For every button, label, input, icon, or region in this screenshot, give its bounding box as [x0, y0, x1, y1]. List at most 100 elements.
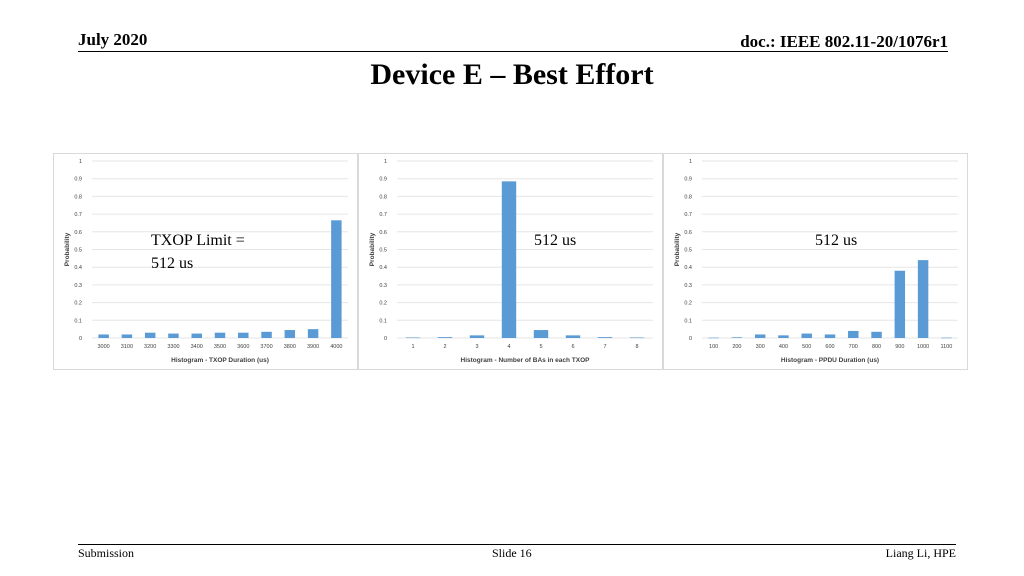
bar — [917, 260, 929, 338]
y-tick-label: 0.7 — [74, 212, 82, 218]
x-tick-label: 3000 — [98, 344, 110, 350]
bar — [731, 337, 743, 338]
y-tick-label: 0.3 — [684, 283, 692, 289]
y-tick-label: 0.3 — [379, 283, 387, 289]
x-tick-label: 1 — [411, 344, 414, 350]
x-tick-label: 400 — [779, 344, 788, 350]
y-tick-label: 0.2 — [74, 301, 82, 307]
bar — [754, 334, 766, 338]
bar — [533, 330, 549, 338]
y-tick-label: 0.5 — [74, 248, 82, 254]
header-date: July 2020 — [78, 30, 148, 49]
chart-annotation: TXOP Limit = 512 us — [151, 232, 245, 272]
x-tick-label: 4 — [507, 344, 510, 350]
y-axis-label: Probability — [64, 232, 71, 266]
y-tick-label: 0.3 — [74, 283, 82, 289]
y-axis-label: Probability — [674, 232, 681, 266]
y-tick-label: 0.7 — [379, 212, 387, 218]
y-tick-label: 0 — [79, 336, 82, 342]
footer-submission: Submission — [78, 546, 135, 560]
y-tick-label: 0.9 — [684, 177, 692, 183]
y-tick-label: 0.1 — [74, 318, 82, 324]
y-tick-label: 0.9 — [74, 177, 82, 183]
x-tick-label: 300 — [756, 344, 765, 350]
y-tick-label: 0.2 — [684, 301, 692, 307]
x-tick-label: 900 — [895, 344, 904, 350]
x-tick-label: 2 — [443, 344, 446, 350]
bar — [405, 337, 421, 339]
x-tick-label: 1000 — [917, 344, 929, 350]
bar — [437, 337, 453, 338]
x-tick-label: 3800 — [284, 344, 296, 350]
bar — [597, 337, 613, 338]
bar — [121, 334, 133, 338]
bar — [801, 333, 812, 338]
y-tick-label: 0.4 — [379, 265, 387, 271]
bar — [708, 337, 719, 339]
y-tick-label: 0.8 — [74, 194, 82, 200]
x-tick-label: 200 — [732, 344, 741, 350]
bar — [144, 332, 156, 338]
chart-annotation: 512 us — [534, 232, 577, 249]
chart-txop-duration: 0 0.1 0.2 0.3 0.4 0.5 0.6 0.7 0.8 0.9 1 3000 3100 320… — [64, 159, 348, 364]
bar — [98, 334, 109, 338]
x-axis-label: Histogram - TXOP Duration (us) — [171, 357, 269, 364]
y-tick-label: 1 — [384, 159, 387, 165]
chart-ba-count: 0 0.1 0.2 0.3 0.4 0.5 0.6 0.7 0.8 0.9 1 1 2 3 4 5 6 7 8 His… — [369, 159, 653, 364]
footer-author: Liang Li, HPE — [885, 546, 956, 560]
y-axis-label: Probability — [369, 232, 376, 266]
bar — [191, 333, 202, 338]
x-tick-label: 8 — [635, 344, 638, 350]
x-tick-label: 3 — [475, 344, 478, 350]
x-tick-label: 3900 — [307, 344, 319, 350]
x-tick-label: 6 — [571, 344, 574, 350]
y-tick-label: 0.7 — [684, 212, 692, 218]
bar — [941, 337, 952, 339]
x-tick-label: 5 — [539, 344, 542, 350]
x-axis-label: Histogram - Number of BAs in each TXOP — [461, 357, 591, 364]
x-tick-label: 700 — [849, 344, 858, 350]
chart-panel-ba-count: 0 0.1 0.2 0.3 0.4 0.5 0.6 0.7 0.8 0.9 1 1 2 3 4 5 6 7 8 His… — [358, 153, 663, 370]
header-divider — [78, 51, 948, 52]
x-tick-label: 600 — [825, 344, 834, 350]
bar — [778, 335, 789, 338]
x-tick-label: 3100 — [121, 344, 133, 350]
x-tick-label: 3600 — [237, 344, 249, 350]
x-tick-label: 3200 — [144, 344, 156, 350]
bar — [331, 220, 342, 338]
y-tick-label: 1 — [79, 159, 82, 165]
chart-panel-ppdu-duration: 0 0.1 0.2 0.3 0.4 0.5 0.6 0.7 0.8 0.9 1 100 200 300 40… — [663, 153, 968, 370]
x-tick-label: 3400 — [191, 344, 203, 350]
bar — [848, 330, 859, 338]
bar — [894, 270, 906, 338]
bar — [565, 335, 581, 338]
bar — [238, 332, 249, 338]
y-tick-label: 0.6 — [379, 230, 387, 236]
y-tick-label: 0.5 — [684, 248, 692, 254]
y-tick-label: 0.1 — [379, 318, 387, 324]
bar — [168, 333, 179, 338]
y-tick-label: 1 — [689, 159, 692, 165]
y-tick-label: 0.1 — [684, 318, 692, 324]
y-tick-label: 0.5 — [379, 248, 387, 254]
x-axis-label: Histogram - PPDU Duration (us) — [781, 357, 879, 364]
chart-annotation: 512 us — [815, 232, 858, 249]
y-tick-label: 0.8 — [379, 194, 387, 200]
y-tick-label: 0.4 — [74, 265, 82, 271]
x-tick-label: 100 — [709, 344, 718, 350]
x-tick-label: 3500 — [214, 344, 226, 350]
footer-slide-number: Slide 16 — [492, 546, 532, 560]
bar — [469, 335, 485, 338]
bar — [824, 334, 836, 338]
footer-divider — [78, 544, 956, 545]
x-tick-label: 1100 — [940, 344, 952, 350]
x-tick-label: 7 — [603, 344, 606, 350]
x-tick-label: 3300 — [167, 344, 179, 350]
y-tick-label: 0.8 — [684, 194, 692, 200]
y-tick-label: 0.4 — [684, 265, 692, 271]
bar — [261, 331, 272, 338]
chart-panel-txop-duration: 0 0.1 0.2 0.3 0.4 0.5 0.6 0.7 0.8 0.9 1 3000 3100 320… — [53, 153, 358, 370]
y-tick-label: 0 — [384, 336, 387, 342]
bar — [307, 329, 319, 338]
